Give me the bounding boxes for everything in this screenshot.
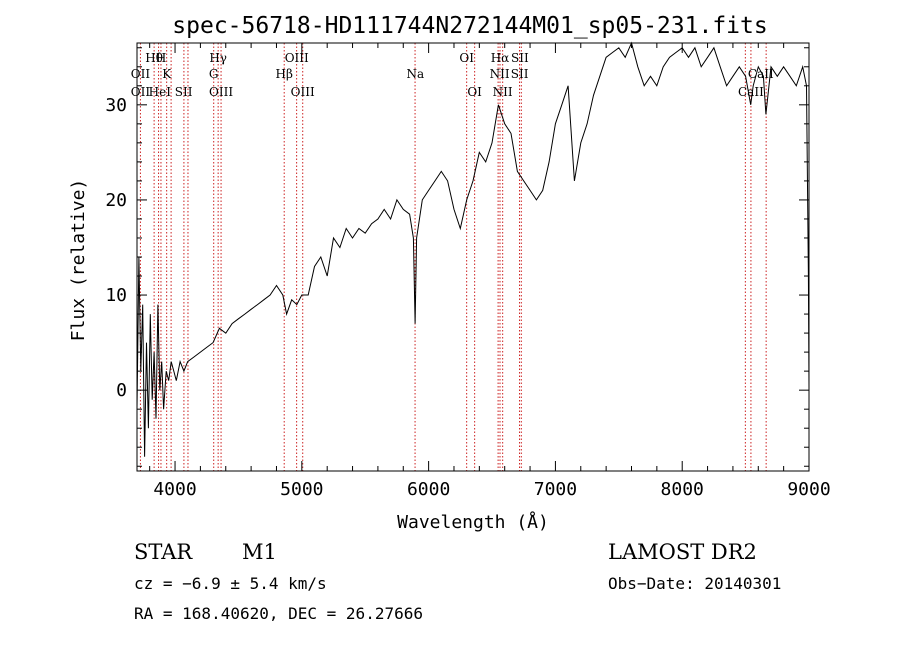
x-tick-label: 9000 [787,479,830,500]
observation-date: Obs−Date: 20140301 [608,574,781,593]
line-id-label: SII [175,85,193,99]
line-id-label: NII [493,85,513,99]
x-tick-label: 6000 [407,479,450,500]
coordinates: RA = 168.40620, DEC = 26.27666 [134,604,423,623]
line-id-label: OI [459,51,474,65]
y-axis-ticks: 0 10 20 30 [105,47,809,467]
spectrum-line [136,41,810,457]
line-id-label: OIII [285,51,309,65]
line-id-label: Hγ [209,51,227,65]
x-axis-label: Wavelength (Å) [397,511,549,533]
line-id-label: NII [490,67,510,81]
line-id-label: OIII [209,85,233,99]
y-tick-label: 0 [116,380,127,401]
line-id-label: Na [406,67,424,81]
x-tick-label: 8000 [661,479,704,500]
y-axis-label: Flux (relative) [68,179,89,342]
x-tick-label: 5000 [280,479,323,500]
line-marker-group [139,43,767,471]
x-tick-label: 7000 [534,479,577,500]
line-id-label: SII [511,51,529,65]
line-id-label: Hβ [276,67,293,81]
line-id-label: OI [467,85,482,99]
plot-frame [136,42,810,472]
line-id-label: OII [131,85,151,99]
line-id-label: G [209,67,219,81]
y-tick-label: 20 [105,190,127,211]
line-id-label: K [162,67,172,81]
line-id-label: OII [131,67,151,81]
line-id-label: SII [511,67,529,81]
chart-title: spec-56718-HD111744N272144M01_sp05-231.f… [172,13,767,39]
line-id-label: H [156,51,166,65]
y-tick-label: 10 [105,285,127,306]
survey-name: LAMOST DR2 [608,540,757,564]
line-id-label: CaII [738,85,764,99]
y-tick-label: 30 [105,95,127,116]
line-id-label: CaII [748,67,774,81]
object-type: STAR [134,540,193,564]
object-subclass: M1 [242,540,277,564]
line-id-label: Hθ [145,51,163,65]
line-id-label: HeI [149,85,172,99]
x-tick-label: 4000 [153,479,196,500]
line-id-label: OIII [291,85,315,99]
line-id-label: Hα [491,51,510,65]
redshift-velocity: cz = −6.9 ± 5.4 km/s [134,574,327,593]
x-axis-ticks: 4000 5000 6000 7000 8000 9000 [149,43,831,500]
